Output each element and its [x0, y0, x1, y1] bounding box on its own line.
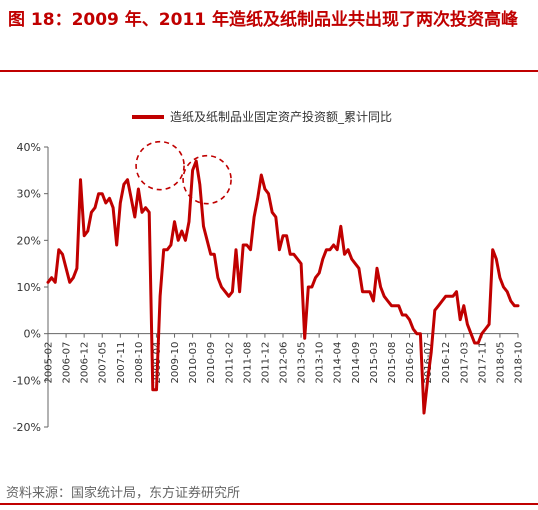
chart-annotations	[135, 140, 232, 205]
x-tick-label: 2018-10	[514, 342, 525, 384]
x-tick-label: 2009-10	[170, 342, 181, 384]
figure-source: 资料来源：国家统计局，东方证券研究所	[6, 486, 241, 501]
x-tick-label: 2017-03	[459, 342, 470, 384]
y-tick-label: 30%	[17, 188, 41, 201]
x-tick-label: 2007-05	[98, 342, 109, 384]
series-line	[46, 159, 520, 415]
x-tick-label: 2010-09	[206, 342, 217, 384]
chart-axes: -20% -10% 0% 10% 20% 30% 40% 2005-02 2006-07 2006…	[13, 141, 525, 434]
y-tick-label: 0%	[24, 328, 41, 341]
x-tick-label: 2011-08	[242, 342, 253, 384]
x-tick-label: 2006-12	[80, 342, 91, 384]
x-tick-label: 2008-10	[134, 342, 145, 384]
x-tick-label: 2011-02	[224, 342, 235, 384]
x-tick-label: 2014-09	[351, 342, 362, 384]
x-tick-label: 2013-10	[315, 342, 326, 384]
legend-label: 造纸及纸制品业固定资产投资额_累计同比	[170, 109, 392, 124]
chart-series	[46, 159, 520, 415]
figure-title: 图 18：2009 年、2011 年造纸及纸制品业共出现了两次投资高峰	[8, 10, 519, 30]
line-chart: 造纸及纸制品业固定资产投资额_累计同比 -20% -10% 0% 10% 20% 30% 4…	[13, 109, 525, 434]
x-tick-label: 2015-08	[387, 342, 398, 384]
y-tick-label: -10%	[13, 374, 41, 387]
x-tick-label: 2013-05	[297, 342, 308, 384]
x-tick-label: 2018-05	[495, 342, 506, 384]
x-tick-label: 2017-11	[477, 342, 488, 384]
chart-legend: 造纸及纸制品业固定资产投资额_累计同比	[132, 109, 392, 124]
y-tick-label: 10%	[17, 281, 41, 294]
x-tick-label: 2005-02	[44, 342, 55, 384]
x-tick-label: 2015-03	[369, 342, 380, 384]
peak-highlight-circle	[135, 140, 185, 191]
x-tick-label: 2016-12	[441, 342, 452, 384]
x-tick-label: 2016-02	[405, 342, 416, 384]
y-tick-label: -20%	[13, 421, 41, 434]
x-tick-label: 2011-12	[260, 342, 271, 384]
x-tick-label: 2006-07	[62, 342, 73, 384]
x-tick-label: 2010-03	[188, 342, 199, 384]
y-tick-label: 20%	[17, 234, 41, 247]
bottom-divider	[0, 503, 538, 505]
x-tick-label: 2014-04	[333, 342, 344, 384]
x-tick-label: 2007-11	[116, 342, 127, 384]
y-tick-label: 40%	[17, 141, 41, 154]
title-divider	[0, 70, 538, 72]
x-tick-label: 2012-06	[279, 342, 290, 384]
